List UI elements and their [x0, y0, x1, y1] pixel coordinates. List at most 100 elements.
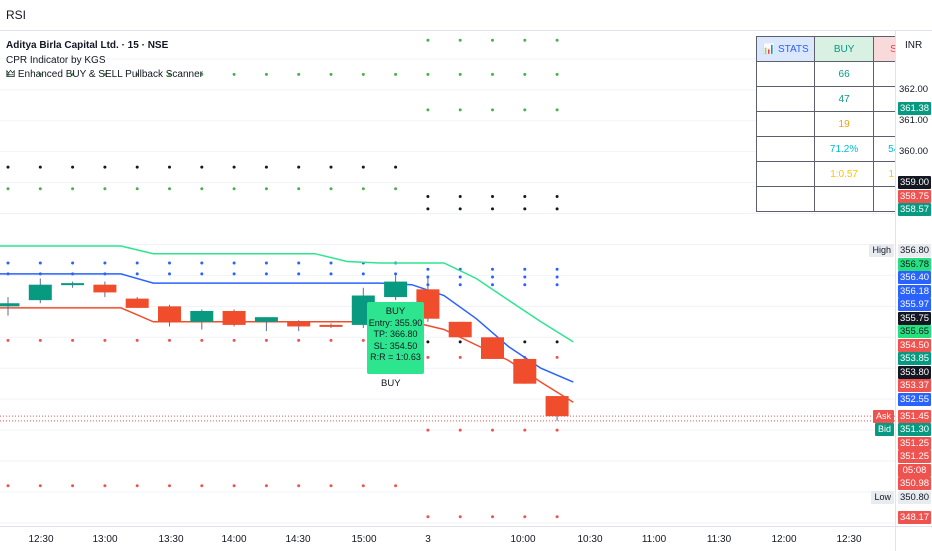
cpr-dot — [458, 108, 462, 112]
price-chart[interactable] — [0, 31, 895, 526]
cpr-dot — [264, 72, 268, 76]
cpr-dot — [71, 338, 75, 342]
cpr-dot — [555, 72, 559, 76]
cpr-dot — [71, 187, 75, 191]
stats-header-row: 📊 STATS BUY SELL — [755, 36, 932, 62]
cpr-dot — [264, 165, 268, 169]
price-badge: 351.30 — [898, 423, 931, 437]
cpr-dot — [6, 338, 10, 342]
cpr-dot — [523, 72, 527, 76]
cpr-dot — [555, 38, 559, 42]
candle-body — [190, 310, 214, 322]
price-tag-bid: Bid — [874, 423, 894, 437]
candle-body — [545, 396, 569, 417]
cpr-dot — [168, 187, 171, 191]
chart-area[interactable] — [0, 31, 895, 526]
time-tick-label: 12:00 — [771, 534, 797, 545]
cpr-dot — [6, 261, 10, 265]
signal-heading: BUY — [385, 306, 406, 317]
cpr-dot — [103, 165, 107, 169]
tab-rsi[interactable]: RSI — [6, 8, 27, 22]
cpr-dot — [103, 338, 107, 342]
cpr-dot — [361, 187, 365, 191]
cpr-dot — [168, 165, 171, 169]
cpr-dot — [361, 165, 365, 169]
cpr-dot — [200, 165, 204, 169]
cpr-dot — [135, 187, 139, 191]
cpr-dot — [458, 515, 462, 519]
cpr-dot — [200, 187, 204, 191]
candle-body — [287, 321, 311, 327]
cpr-dot — [297, 187, 301, 191]
cpr-dot — [426, 428, 430, 432]
cpr-dot — [555, 207, 559, 211]
time-tick-label: 13:30 — [158, 534, 184, 545]
indicator-cpr-label[interactable]: CPR Indicator by KGS — [6, 54, 106, 66]
time-axis[interactable]: 12:30 13:00 13:30 14:00 14:30 15:00 3 10:00 10:3… — [0, 526, 895, 551]
price-badge: 351.25 — [898, 436, 931, 450]
cpr-dot — [426, 515, 430, 519]
cpr-dot — [135, 484, 139, 488]
stats-buy-value: 66 — [814, 61, 874, 87]
candle-body — [93, 284, 117, 293]
cpr-dot — [523, 275, 527, 279]
cpr-dot — [361, 272, 365, 276]
price-badge: 353.85 — [898, 352, 931, 366]
cpr-dot — [232, 338, 236, 342]
time-tick-label: 12:30 — [836, 534, 862, 545]
cpr-dot — [491, 207, 494, 211]
cpr-dot — [458, 355, 462, 359]
cpr-dot — [200, 484, 204, 488]
cpr-dot — [200, 272, 204, 276]
cpr-dot — [491, 108, 494, 112]
price-tag-high: High — [869, 244, 894, 258]
cpr-dot — [555, 108, 559, 112]
cpr-dot — [458, 72, 462, 76]
cpr-dot — [426, 355, 430, 359]
buy-caption: BUY — [381, 378, 401, 389]
cpr-dot — [426, 72, 430, 76]
cpr-dot — [200, 338, 204, 342]
cpr-dot — [38, 72, 42, 76]
price-badge: 359.00 — [898, 176, 931, 190]
stats-row-label — [755, 61, 816, 87]
cpr-dot — [135, 272, 139, 276]
price-badge: 358.75 — [898, 189, 931, 203]
time-tick-label: 11:30 — [706, 534, 732, 545]
cpr-dot — [491, 428, 494, 432]
symbol-title[interactable]: Aditya Birla Capital Ltd. · 15 · NSE — [6, 40, 169, 51]
currency-unit[interactable]: INR — [905, 40, 923, 51]
cpr-dot — [38, 484, 42, 488]
blue-band-line — [0, 273, 574, 383]
time-tick-label: 14:00 — [221, 534, 247, 545]
cpr-dot — [264, 484, 268, 488]
stats-buy-value: 47 — [814, 86, 874, 112]
price-tag-low: Low — [871, 490, 894, 504]
candle-body — [125, 298, 149, 308]
candle-body — [158, 306, 181, 322]
cpr-dot — [555, 283, 559, 287]
time-tick-label: 10:00 — [510, 534, 536, 545]
candle-body — [513, 358, 537, 384]
cpr-dot — [394, 272, 398, 276]
price-badge: 355.65 — [898, 325, 931, 339]
time-tick-label: 11:00 — [641, 534, 667, 545]
price-badge: 354.50 — [898, 338, 931, 352]
buy-signal-box[interactable]: BUY Entry: 355.90 TP: 366.80 SL: 354.50 … — [367, 302, 424, 374]
stats-buy-value: 19 — [814, 111, 874, 137]
price-badge: 361.38 — [898, 102, 931, 116]
cpr-dot — [297, 261, 301, 265]
indicator-scanner-label[interactable]: 🜲 Enhanced BUY & SELL Pullback Scanner — [6, 69, 203, 80]
cpr-dot — [297, 484, 301, 488]
candle-body — [481, 337, 504, 359]
price-tick-label: 360.00 — [899, 145, 929, 157]
cpr-dot — [329, 338, 333, 342]
cpr-dot — [555, 515, 559, 519]
signal-entry: Entry: 355.90 — [368, 317, 423, 328]
cpr-dot — [361, 484, 365, 488]
time-tick-label: 3 — [425, 534, 431, 545]
cpr-dot — [329, 261, 333, 265]
candle-body — [319, 324, 343, 327]
cpr-dot — [168, 72, 171, 76]
